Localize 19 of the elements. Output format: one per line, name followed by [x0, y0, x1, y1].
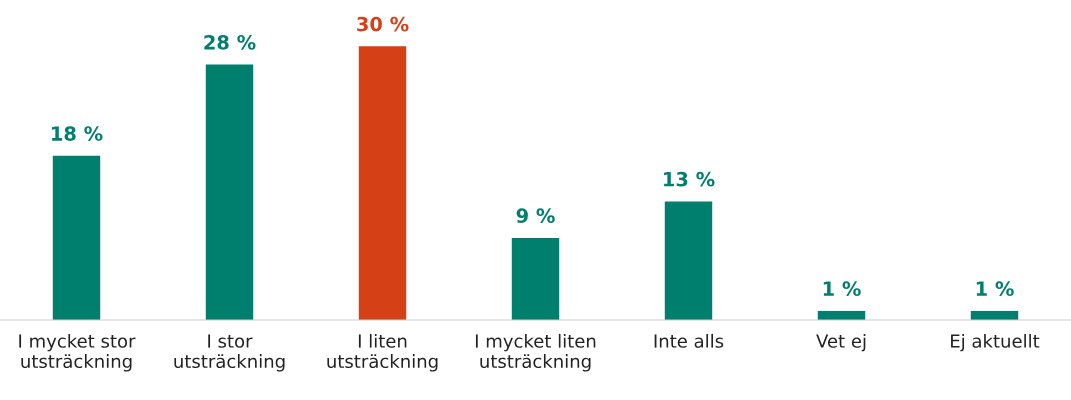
x-tick-label: I stor utsträckning	[174, 334, 285, 372]
bar	[664, 201, 713, 320]
x-tick-label: I mycket liten utsträckning	[475, 333, 596, 372]
x-tick-label: I liten utsträckning	[327, 333, 438, 372]
x-tick-label: Vet ej	[816, 333, 866, 352]
bar	[52, 155, 101, 320]
data-label: 28 %	[204, 34, 256, 50]
x-tick-label: Ej aktuellt	[951, 333, 1040, 352]
data-label: 1 %	[823, 281, 861, 296]
data-label: 30 %	[357, 16, 409, 32]
bar	[205, 64, 254, 320]
data-label: 1 %	[976, 281, 1014, 296]
data-label: 18 %	[52, 126, 103, 141]
x-tick-label: Inte alls	[654, 333, 724, 348]
bar	[511, 237, 560, 320]
data-label: 13 %	[664, 171, 715, 187]
bar	[358, 46, 407, 320]
x-tick-label: I mycket stor utsträckning	[19, 333, 136, 372]
data-label: 9 %	[516, 208, 555, 224]
